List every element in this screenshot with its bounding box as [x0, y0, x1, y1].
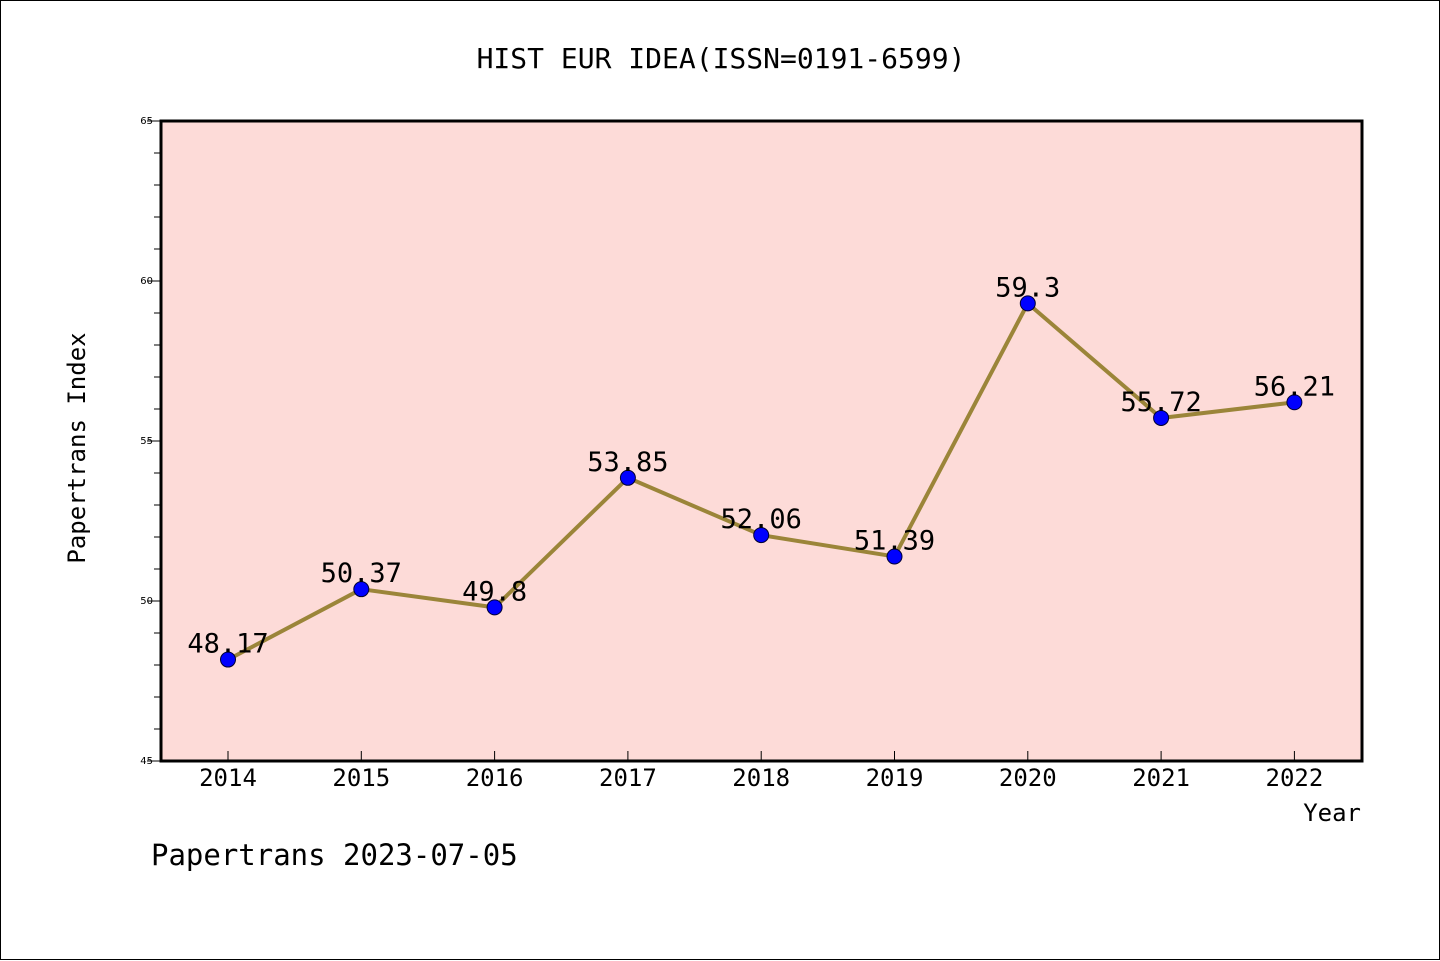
data-label: 56.21: [1254, 371, 1335, 402]
y-axis-label: Papertrans Index: [63, 332, 91, 563]
y-tick-label: 45: [140, 756, 153, 767]
chart-title: HIST EUR IDEA(ISSN=0191-6599): [477, 42, 966, 75]
data-point: [220, 651, 236, 668]
plot-border: [159, 119, 1364, 763]
data-label: 52.06: [721, 504, 802, 535]
data-label: 59.3: [995, 272, 1060, 303]
footer-text: Papertrans 2023-07-05: [151, 838, 518, 872]
data-point: [353, 581, 370, 598]
x-tick-label: 2018: [732, 764, 790, 792]
data-label: 49.8: [462, 576, 527, 607]
data-point: [1019, 295, 1036, 312]
data-label: 51.39: [854, 526, 935, 557]
x-axis: 2014 2015 2016 2017 2018 2019 2020 2021 2022: [199, 751, 1323, 792]
data-point: [753, 527, 770, 544]
data-label: 48.17: [187, 629, 268, 660]
x-tick-label: 2016: [466, 764, 524, 792]
x-tick-label: 2019: [866, 764, 924, 792]
x-tick-label: 2017: [599, 764, 657, 792]
y-tick-label: 60: [140, 276, 153, 287]
y-axis: 45 50 55 60 65: [140, 116, 161, 767]
data-point: [1286, 394, 1303, 411]
data-point: [619, 469, 636, 486]
data-points: [220, 295, 1303, 668]
x-axis-label: Year: [1303, 799, 1361, 827]
data-point: [1153, 409, 1170, 426]
y-tick-label: 55: [140, 436, 153, 447]
x-tick-label: 2015: [332, 764, 390, 792]
data-point: [886, 548, 903, 565]
y-tick-label: 65: [140, 116, 153, 127]
data-label: 50.37: [321, 558, 402, 589]
x-tick-label: 2014: [199, 764, 257, 792]
data-labels: 48.17 50.37 49.8 53.85 52.06 51.39 59.3 55.72 56…: [187, 272, 1335, 659]
x-tick-label: 2022: [1266, 764, 1324, 792]
y-tick-label: 50: [140, 596, 153, 607]
data-label: 55.72: [1120, 387, 1201, 418]
data-point: [486, 599, 503, 616]
plot-area: [161, 121, 1362, 761]
data-label: 53.85: [587, 447, 668, 478]
x-tick-label: 2021: [1132, 764, 1190, 792]
x-tick-label: 2020: [999, 764, 1057, 792]
